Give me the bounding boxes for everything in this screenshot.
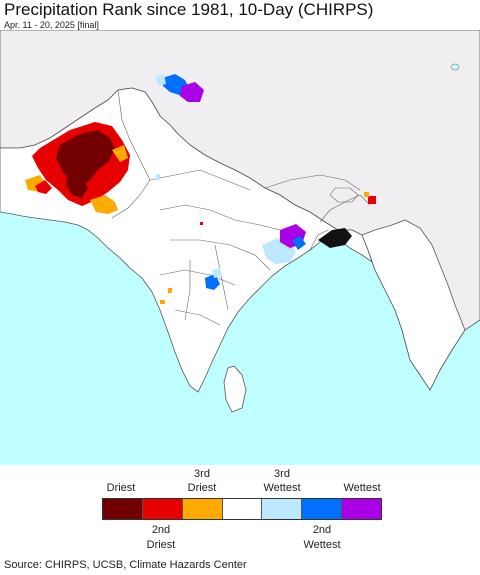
legend-swatch-2nd-driest [142, 499, 183, 519]
bangladesh-delta [318, 228, 352, 248]
legend-swatch-normal [222, 499, 263, 519]
wet-anomaly-kashmir [156, 74, 204, 102]
dry-anomaly-pakistan [25, 122, 130, 214]
legend-label-3rd-driest-line2: Driest [187, 482, 217, 494]
legend-swatch-driest [103, 499, 143, 519]
source-credit: Source: CHIRPS, UCSB, Climate Hazards Ce… [4, 559, 247, 571]
legend-label-2nd-wettest-line2: Wettest [303, 539, 341, 551]
legend-color-bar [102, 498, 382, 520]
wet-anomaly-east-india [262, 224, 306, 264]
map-title: Precipitation Rank since 1981, 10-Day (C… [4, 0, 374, 19]
lake-feature [450, 63, 460, 71]
legend-label-wettest: Wettest [343, 482, 381, 494]
legend-label-3rd-wettest-line1: 3rd [274, 468, 290, 480]
myanmar-land [361, 219, 466, 391]
legend-label-3rd-driest-line1: 3rd [194, 468, 210, 480]
legend-label-2nd-driest-line1: 2nd [151, 524, 171, 536]
legend-label-driest: Driest [106, 482, 136, 494]
sri-lanka [223, 365, 247, 413]
dry-anomaly-scattered [160, 192, 376, 304]
map-subtitle: Apr. 11 - 20, 2025 [final] [4, 20, 99, 30]
legend-swatch-3rd-driest [182, 499, 223, 519]
legend-label-2nd-wettest-line1: 2nd [312, 524, 332, 536]
legend-label-2nd-driest-line2: Driest [146, 539, 176, 551]
precipitation-rank-map [0, 30, 480, 465]
legend-label-3rd-wettest-line2: Wettest [263, 482, 301, 494]
legend-swatch-3rd-wettest [262, 499, 303, 519]
legend-swatch-wettest [342, 499, 382, 519]
internal-borders [111, 89, 371, 326]
legend-swatch-2nd-wettest [302, 499, 343, 519]
wet-anomaly-central-india [156, 174, 222, 290]
